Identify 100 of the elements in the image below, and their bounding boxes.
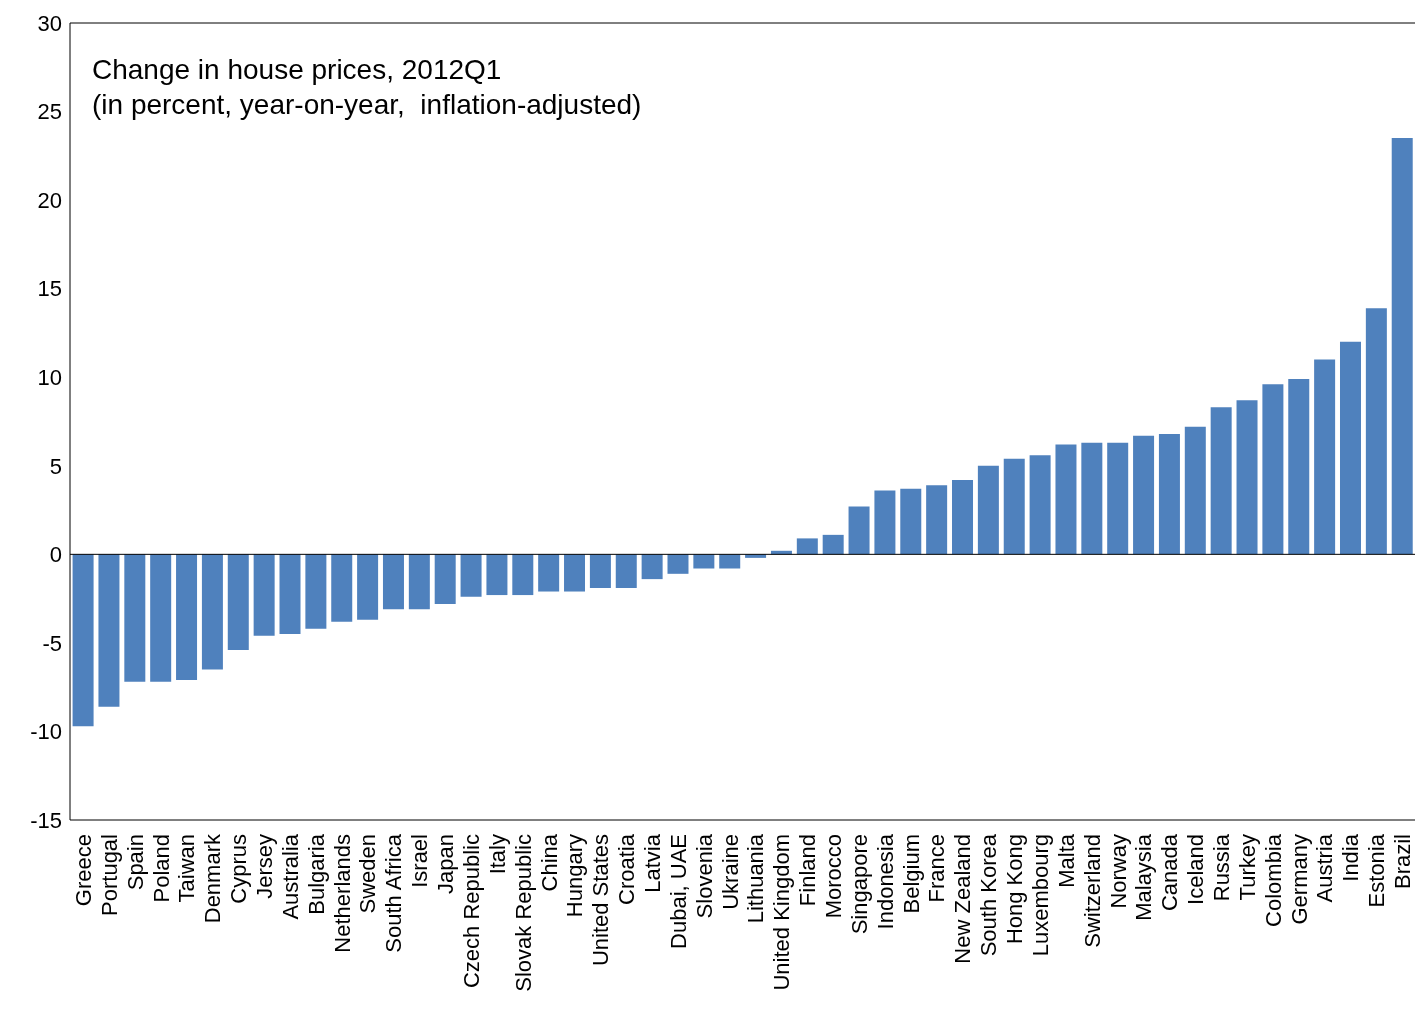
x-tick-label: Colombia — [1260, 833, 1286, 927]
x-tick-label: Iceland — [1183, 834, 1209, 905]
y-tick-label: 0 — [49, 542, 62, 568]
x-tick-label: Turkey — [1234, 834, 1260, 901]
x-tick-label: Singapore — [846, 834, 872, 935]
x-tick-label: Hungary — [562, 834, 588, 918]
bar — [72, 554, 94, 727]
bar — [486, 554, 508, 596]
x-tick-label: Canada — [1157, 833, 1183, 912]
x-tick-label: Luxembourg — [1027, 834, 1053, 957]
x-tick-label: Malta — [1053, 833, 1079, 888]
x-tick-label: Russia — [1209, 833, 1235, 902]
text: (in percent, year-on-year, inflation-adjusted) — [92, 88, 642, 122]
y-tick-label: -10 — [30, 719, 62, 745]
x-tick-label: Lithuania — [743, 833, 769, 924]
x-tick-label: Sweden — [355, 834, 381, 914]
x-tick-label: Poland — [148, 834, 174, 903]
y-tick-label: 15 — [37, 276, 62, 302]
bar — [512, 554, 534, 596]
x-tick-label: South Korea — [976, 833, 1002, 957]
x-tick-label: Indonesia — [872, 833, 898, 930]
bar — [589, 554, 611, 588]
bar — [1055, 444, 1077, 555]
bar — [1107, 442, 1129, 555]
bar — [1029, 455, 1051, 555]
x-tick-label: Dubai, UAE — [665, 834, 691, 949]
x-tick-label: Israel — [407, 834, 433, 888]
x-tick-label: Netherlands — [329, 834, 355, 953]
bar — [848, 506, 870, 555]
bar — [150, 554, 172, 682]
x-tick-label: New Zealand — [950, 834, 976, 964]
bar — [719, 554, 741, 569]
x-tick-label: Germany — [1286, 834, 1312, 925]
bar — [1081, 442, 1103, 555]
bar — [693, 554, 715, 569]
bar — [434, 554, 456, 604]
bar — [900, 488, 922, 555]
y-tick-label: 25 — [37, 99, 62, 125]
x-tick-label: Bulgaria — [303, 833, 329, 915]
x-tick-label: Japan — [433, 834, 459, 894]
bar — [331, 554, 353, 622]
bar — [1288, 378, 1310, 555]
y-tick-label: 20 — [37, 187, 62, 213]
x-tick-label: Slovak Republic — [510, 834, 536, 992]
x-tick-label: Slovenia — [691, 833, 717, 919]
bar — [952, 479, 974, 555]
y-tick-label: 5 — [49, 453, 62, 479]
bar — [1391, 138, 1413, 555]
x-tick-label: United States — [588, 834, 614, 967]
bar — [615, 554, 637, 588]
bar — [382, 554, 404, 610]
bar — [1184, 426, 1206, 555]
x-tick-label: United Kingdom — [769, 834, 795, 991]
bar — [98, 554, 120, 707]
bar — [1314, 359, 1336, 555]
x-tick-label: Finland — [795, 834, 821, 907]
bar — [357, 554, 379, 620]
y-tick-label: -5 — [42, 630, 62, 656]
bar — [227, 554, 249, 650]
bar — [201, 554, 223, 670]
x-tick-label: Morocco — [821, 834, 847, 919]
bar — [1365, 308, 1387, 555]
x-tick-label: Latvia — [639, 833, 665, 893]
x-tick-label: Greece — [70, 834, 96, 907]
x-tick-label: Belgium — [898, 834, 924, 914]
bar — [176, 554, 198, 681]
bar — [253, 554, 275, 636]
x-tick-label: Jersey — [251, 834, 277, 899]
bar — [796, 538, 818, 555]
x-tick-label: Denmark — [200, 833, 226, 924]
bar — [1262, 384, 1284, 555]
bar — [1339, 341, 1361, 555]
bar — [641, 554, 663, 580]
y-tick-label: 30 — [37, 10, 62, 36]
x-tick-label: Austria — [1312, 833, 1338, 903]
bar — [1003, 458, 1025, 555]
bar — [977, 465, 999, 555]
x-tick-label: France — [924, 834, 950, 903]
y-tick-label: 10 — [37, 365, 62, 391]
bar — [1236, 400, 1258, 555]
x-tick-label: Croatia — [614, 833, 640, 905]
bar — [460, 554, 482, 597]
bar — [564, 554, 586, 592]
bar — [124, 554, 146, 682]
bar — [874, 490, 896, 555]
bar — [1133, 435, 1155, 555]
x-tick-label: Switzerland — [1079, 834, 1105, 948]
bar — [1158, 433, 1180, 555]
text: Change in house prices, 2012Q1 — [92, 53, 503, 87]
bar — [408, 554, 430, 610]
x-tick-label: Australia — [277, 833, 303, 920]
x-tick-label: Estonia — [1364, 833, 1390, 908]
x-tick-label: Malaysia — [1131, 833, 1157, 921]
bar — [538, 554, 560, 592]
bar — [926, 485, 948, 555]
x-tick-label: India — [1338, 833, 1364, 882]
x-tick-label: Taiwan — [174, 834, 200, 903]
x-tick-label: China — [536, 833, 562, 892]
x-tick-label: South Africa — [381, 833, 407, 953]
x-tick-label: Spain — [122, 834, 148, 891]
